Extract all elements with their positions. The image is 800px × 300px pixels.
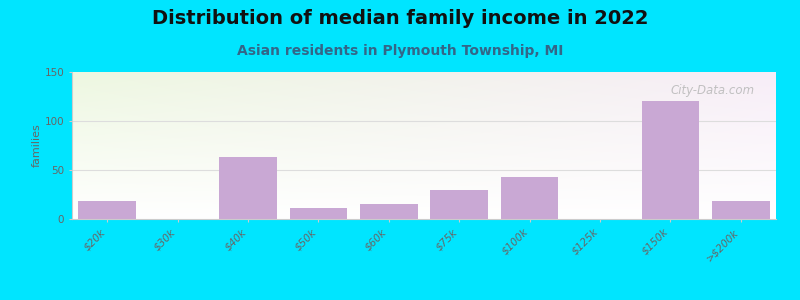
Text: Asian residents in Plymouth Township, MI: Asian residents in Plymouth Township, MI	[237, 44, 563, 58]
Bar	[712, 201, 770, 219]
Text: City-Data.com: City-Data.com	[670, 84, 755, 97]
Bar	[430, 190, 488, 219]
Text: Distribution of median family income in 2022: Distribution of median family income in …	[152, 9, 648, 28]
Bar	[360, 204, 418, 219]
Bar	[642, 101, 699, 219]
Bar	[501, 177, 558, 219]
Bar	[78, 201, 136, 219]
Bar	[290, 208, 347, 219]
Bar	[219, 157, 277, 219]
Y-axis label: families: families	[32, 124, 42, 167]
